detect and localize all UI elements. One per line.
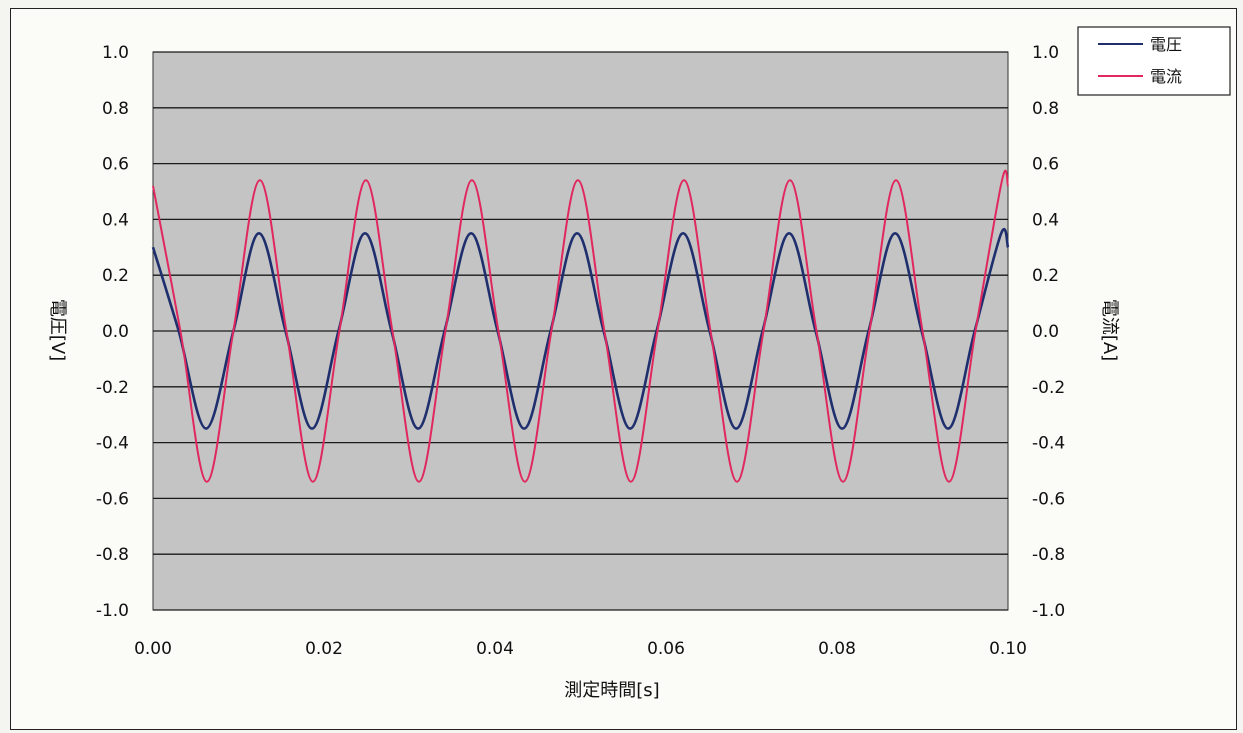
y-tick-label-right: 0.2 — [1032, 266, 1059, 286]
left-y-tick-labels: 1.0 0.8 0.6 0.4 0.2 0.0 -0.2 -0.4 -0.6 -0.8 -1.0 — [96, 43, 129, 621]
x-tick-labels: 0.00 0.02 0.04 0.06 0.08 0.10 — [134, 639, 1027, 659]
x-tick-label: 0.04 — [476, 639, 514, 659]
y-tick-label-right: -0.4 — [1032, 434, 1065, 454]
y-tick-label-right: 0.0 — [1032, 322, 1059, 342]
series-line-voltage — [151, 228, 1010, 430]
legend-box — [1077, 26, 1231, 96]
y-tick-label-left: -0.4 — [96, 434, 129, 454]
y-tick-label-right: 0.4 — [1032, 210, 1059, 230]
y-tick-label-left: -0.8 — [96, 545, 129, 565]
y-tick-label-right: -1.0 — [1032, 601, 1065, 621]
y-tick-label-right: -0.2 — [1032, 378, 1065, 398]
y-tick-label-left: 0.2 — [102, 266, 129, 286]
y-tick-label-left: -0.2 — [96, 378, 129, 398]
legend-label-voltage: 電圧 — [1150, 35, 1182, 54]
gridlines — [153, 51, 1008, 611]
y-tick-label-left: 0.8 — [102, 99, 129, 119]
y-tick-label-left: 0.4 — [102, 210, 129, 230]
y-tick-label-left: -0.6 — [96, 489, 129, 509]
x-tick-label: 0.08 — [818, 639, 856, 659]
y-tick-label-left: -1.0 — [96, 601, 129, 621]
x-tick-label: 0.10 — [989, 639, 1027, 659]
y-tick-label-right: -0.8 — [1032, 545, 1065, 565]
y-axis-right-title: 電流[A] — [1099, 299, 1120, 361]
y-tick-label-right: 0.6 — [1032, 155, 1059, 175]
y-tick-label-right: 1.0 — [1032, 43, 1059, 63]
legend: 電圧 電流 — [1077, 26, 1231, 96]
x-tick-label: 0.00 — [134, 639, 172, 659]
series-lines — [151, 169, 1010, 483]
right-y-tick-labels: 1.0 0.8 0.6 0.4 0.2 0.0 -0.2 -0.4 -0.6 -0.8 -1.0 — [1032, 43, 1065, 621]
legend-label-current: 電流 — [1150, 67, 1182, 86]
y-tick-label-right: 0.8 — [1032, 99, 1059, 119]
y-axis-left-title: 電圧[V] — [47, 299, 68, 361]
y-tick-label-right: -0.6 — [1032, 489, 1065, 509]
x-tick-label: 0.06 — [647, 639, 685, 659]
y-tick-label-left: 0.6 — [102, 155, 129, 175]
series-line-current — [152, 169, 1009, 483]
x-axis-title: 測定時間[s] — [564, 680, 659, 701]
x-tick-label: 0.02 — [305, 639, 343, 659]
y-tick-label-left: 1.0 — [102, 43, 129, 63]
y-tick-label-left: 0.0 — [102, 322, 129, 342]
